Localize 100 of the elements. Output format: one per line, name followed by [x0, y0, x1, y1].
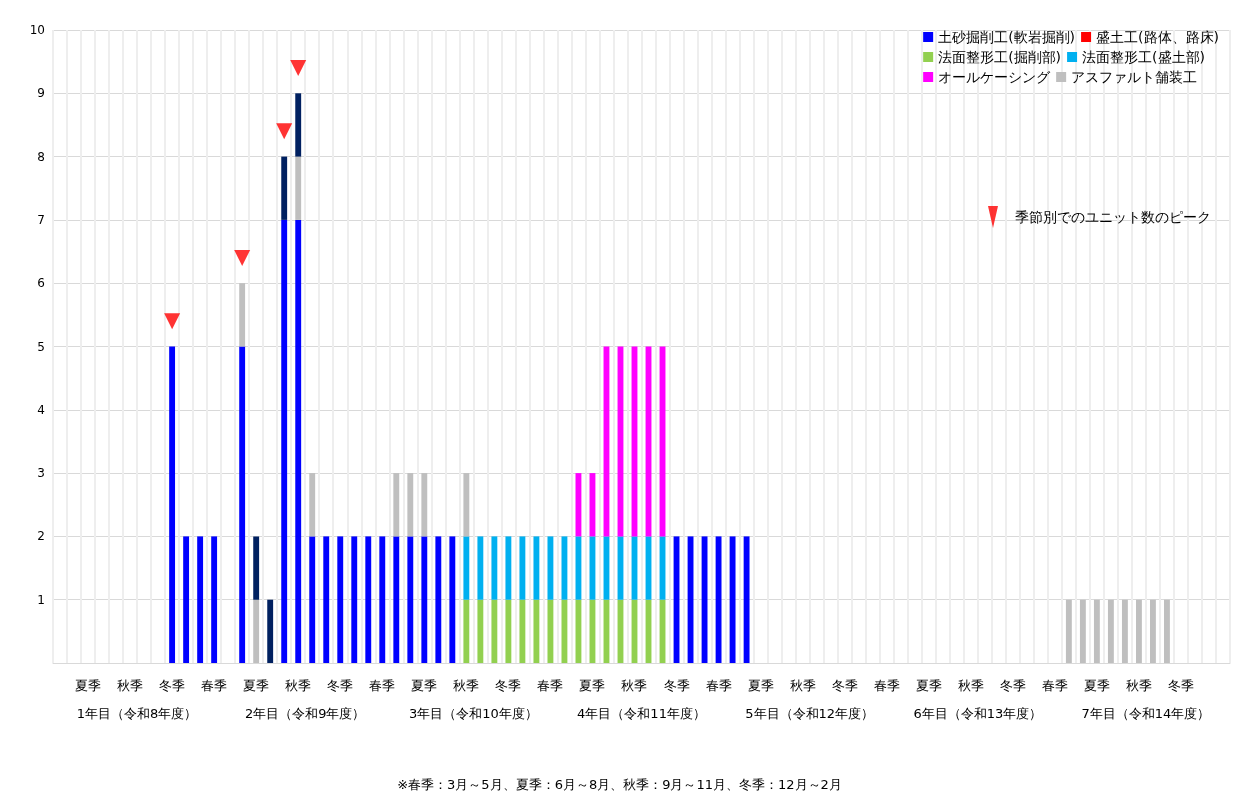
bar — [253, 536, 260, 600]
legend-label: 法面整形工(掘削部) — [938, 49, 1062, 65]
bar — [1065, 599, 1072, 663]
point — [234, 249, 251, 266]
x-tick-label: 春季 — [369, 678, 396, 693]
bar — [365, 536, 372, 663]
x-tick-label: 夏季 — [75, 678, 102, 693]
text: 2年目（令和9年度） — [244, 706, 366, 721]
bar — [309, 536, 316, 663]
bar — [421, 536, 428, 663]
x-tick-label: 夏季 — [747, 678, 774, 693]
bar — [407, 536, 414, 663]
bar — [715, 536, 722, 663]
bar — [1093, 599, 1100, 663]
bar — [239, 283, 246, 347]
bar — [211, 536, 218, 663]
x-tick-label: 冬季 — [495, 678, 522, 693]
bar — [1121, 599, 1128, 663]
legend-label: アスファルト舗装工 — [1071, 69, 1198, 85]
x-tick-label: 夏季 — [243, 678, 270, 693]
bar — [393, 473, 400, 537]
x-tick-label: 春季 — [873, 678, 900, 693]
bar — [337, 536, 344, 663]
bar — [729, 536, 736, 663]
x-tick-label: 秋季 — [285, 678, 312, 693]
y-tick-label: 5 — [37, 339, 45, 354]
y-tick-label: 3 — [37, 466, 45, 481]
bar — [561, 536, 568, 600]
bar — [547, 599, 554, 663]
bar — [519, 599, 526, 663]
bar — [393, 536, 400, 663]
bar — [183, 536, 190, 663]
bar — [533, 599, 540, 663]
x-tick-label: 冬季 — [1167, 678, 1194, 693]
bar — [1079, 599, 1086, 663]
y-tick-label: 7 — [37, 212, 45, 227]
y-tick-label: 9 — [37, 86, 45, 101]
bar — [435, 536, 442, 663]
bar — [295, 156, 302, 220]
y-tick-label: 8 — [37, 149, 45, 164]
bar — [1149, 599, 1156, 663]
x-tick-label: 秋季 — [789, 678, 816, 693]
x-tick-label: 夏季 — [915, 678, 942, 693]
text: 7年目（令和14年度） — [1081, 706, 1211, 721]
bar — [449, 536, 456, 663]
bar — [561, 599, 568, 663]
bar — [743, 536, 750, 663]
y-tick-label: 1 — [37, 592, 45, 607]
bar — [491, 536, 498, 600]
legend-label: オールケーシング — [938, 69, 1052, 85]
y-tick-label: 10 — [29, 23, 45, 37]
x-tick-label: 冬季 — [663, 678, 690, 693]
legend-label: 季節別でのユニット数のピーク — [1015, 209, 1211, 225]
bar — [295, 93, 302, 157]
bar — [491, 599, 498, 663]
bar — [253, 599, 260, 663]
bar — [547, 536, 554, 600]
text: 1年目（令和8年度） — [76, 706, 198, 721]
x-tick-label: 夏季 — [1083, 678, 1110, 693]
y-tick-label: 6 — [37, 276, 45, 291]
text: 4年目（令和11年度） — [577, 706, 706, 721]
x-tick-label: 秋季 — [117, 678, 144, 693]
legend-label: 盛土工(路体、路床) — [1096, 29, 1220, 45]
bar — [267, 599, 274, 663]
x-tick-label: 秋季 — [957, 678, 984, 693]
bar — [351, 536, 358, 663]
x-tick-label: 秋季 — [1125, 678, 1152, 693]
x-tick-label: 夏季 — [411, 678, 438, 693]
bar — [1164, 599, 1170, 663]
bar — [295, 219, 302, 663]
bar — [463, 473, 470, 537]
text: 5年目（令和12年度） — [745, 706, 875, 721]
x-tick-label: 春季 — [705, 678, 732, 693]
bar — [197, 536, 204, 663]
bar — [421, 473, 428, 537]
x-tick-label: 冬季 — [831, 678, 858, 693]
bar — [533, 536, 540, 600]
bar — [281, 219, 288, 663]
x-tick-label: 春季 — [201, 678, 228, 693]
point — [276, 123, 293, 140]
bar — [463, 536, 470, 600]
bar — [505, 599, 512, 663]
bar — [407, 473, 414, 537]
bar — [379, 536, 386, 663]
bar — [239, 346, 246, 663]
y-tick-label: 2 — [37, 529, 45, 544]
bar — [309, 473, 316, 537]
bar — [463, 599, 470, 663]
bar — [477, 536, 484, 600]
bar — [323, 536, 330, 663]
x-tick-label: 冬季 — [159, 678, 186, 693]
bar — [1135, 599, 1142, 663]
x-tick-label: 秋季 — [621, 678, 648, 693]
x-tick-label: 冬季 — [999, 678, 1026, 693]
legend-label: 法面整形工(盛土部) — [1082, 49, 1206, 65]
point — [290, 59, 307, 76]
legend-label: 土砂掘削工(軟岩掘削) — [938, 29, 1076, 45]
point — [164, 313, 181, 330]
bar — [281, 156, 288, 220]
x-tick-label: 秋季 — [453, 678, 480, 693]
